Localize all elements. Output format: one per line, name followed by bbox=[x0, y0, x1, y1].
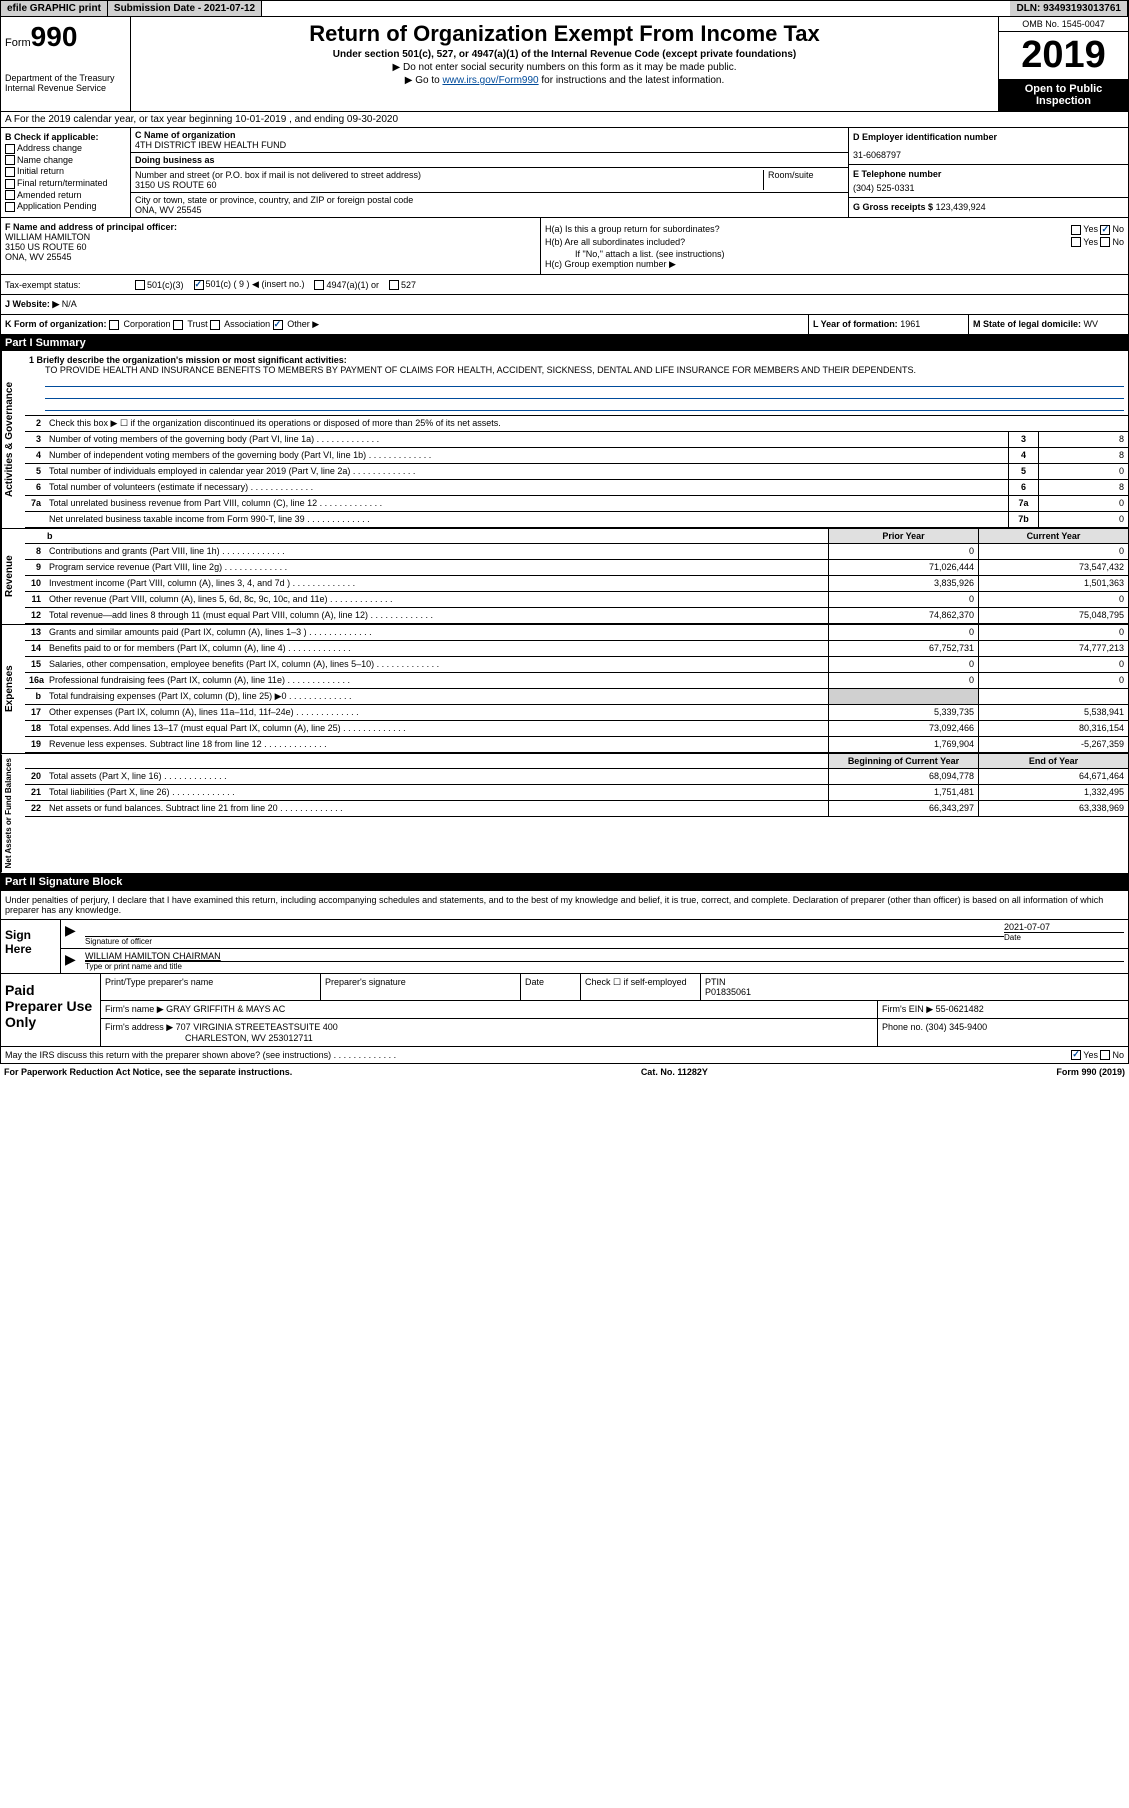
part1-title: Part I Summary bbox=[1, 335, 1128, 351]
ein-value: 31-6068797 bbox=[853, 150, 1124, 160]
part2-title: Part II Signature Block bbox=[1, 874, 1128, 890]
dln: DLN: 93493193013761 bbox=[1010, 1, 1128, 16]
side-expenses: Expenses bbox=[1, 625, 25, 753]
gov-row: 4Number of independent voting members of… bbox=[25, 448, 1128, 464]
fin-row: 12Total revenue—add lines 8 through 11 (… bbox=[25, 608, 1128, 624]
fin-row: 17Other expenses (Part IX, column (A), l… bbox=[25, 705, 1128, 721]
addr-label: Number and street (or P.O. box if mail i… bbox=[135, 170, 759, 180]
gross-label: G Gross receipts $ bbox=[853, 202, 933, 212]
cb-final-return[interactable]: Final return/terminated bbox=[5, 178, 126, 189]
form-title: Return of Organization Exempt From Incom… bbox=[135, 21, 994, 47]
k-row: K Form of organization: Corporation Trus… bbox=[0, 315, 1129, 335]
officer-addr2: ONA, WV 25545 bbox=[5, 252, 536, 262]
efile-button[interactable]: efile GRAPHIC print bbox=[1, 1, 108, 16]
instr-ssn: ▶ Do not enter social security numbers o… bbox=[135, 62, 994, 73]
top-bar: efile GRAPHIC print Submission Date - 20… bbox=[0, 0, 1129, 17]
fin-row: 10Investment income (Part VIII, column (… bbox=[25, 576, 1128, 592]
fin-row: 16aProfessional fundraising fees (Part I… bbox=[25, 673, 1128, 689]
officer-name: WILLIAM HAMILTON bbox=[5, 232, 536, 242]
col-b-checkboxes: B Check if applicable: Address change Na… bbox=[1, 128, 131, 217]
website-row: J Website: ▶ N/A bbox=[0, 295, 1129, 315]
cb-amended[interactable]: Amended return bbox=[5, 190, 126, 201]
side-governance: Activities & Governance bbox=[1, 351, 25, 528]
discuss-row: May the IRS discuss this return with the… bbox=[0, 1047, 1129, 1065]
addr-value: 3150 US ROUTE 60 bbox=[135, 180, 759, 190]
fin-row: 15Salaries, other compensation, employee… bbox=[25, 657, 1128, 673]
gov-row: 7aTotal unrelated business revenue from … bbox=[25, 496, 1128, 512]
form-number: Form990 bbox=[5, 21, 126, 53]
org-name-label: C Name of organization bbox=[135, 130, 844, 140]
row-a-tax-year: A For the 2019 calendar year, or tax yea… bbox=[0, 112, 1129, 128]
omb-number: OMB No. 1545-0047 bbox=[999, 17, 1128, 32]
fin-row: 22Net assets or fund balances. Subtract … bbox=[25, 801, 1128, 817]
h-a: H(a) Is this a group return for subordin… bbox=[545, 224, 720, 235]
submission-date: Submission Date - 2021-07-12 bbox=[108, 1, 262, 16]
sig-declaration: Under penalties of perjury, I declare th… bbox=[1, 891, 1128, 919]
form-header: Form990 Department of the Treasury Inter… bbox=[0, 17, 1129, 112]
dba-label: Doing business as bbox=[135, 155, 844, 165]
cb-initial-return[interactable]: Initial return bbox=[5, 166, 126, 177]
fin-row: 14Benefits paid to or for members (Part … bbox=[25, 641, 1128, 657]
gov-row: Net unrelated business taxable income fr… bbox=[25, 512, 1128, 528]
city-value: ONA, WV 25545 bbox=[135, 205, 844, 215]
fin-row: 13Grants and similar amounts paid (Part … bbox=[25, 625, 1128, 641]
mission: TO PROVIDE HEALTH AND INSURANCE BENEFITS… bbox=[45, 365, 1124, 375]
fin-row: 8Contributions and grants (Part VIII, li… bbox=[25, 544, 1128, 560]
irs-link[interactable]: www.irs.gov/Form990 bbox=[442, 75, 538, 86]
gov-row: 3Number of voting members of the governi… bbox=[25, 432, 1128, 448]
tax-status-row: Tax-exempt status: 501(c)(3) 501(c) ( 9 … bbox=[0, 275, 1129, 295]
org-name: 4TH DISTRICT IBEW HEALTH FUND bbox=[135, 140, 844, 150]
gross-value: 123,439,924 bbox=[936, 202, 986, 212]
fin-row: 18Total expenses. Add lines 13–17 (must … bbox=[25, 721, 1128, 737]
phone-value: (304) 525-0331 bbox=[853, 183, 1124, 193]
ein-label: D Employer identification number bbox=[853, 132, 1124, 142]
part1: Part I Summary Activities & Governance 1… bbox=[0, 335, 1129, 873]
h-b-note: If "No," attach a list. (see instruction… bbox=[545, 249, 1124, 259]
city-label: City or town, state or province, country… bbox=[135, 195, 844, 205]
form-subtitle: Under section 501(c), 527, or 4947(a)(1)… bbox=[135, 49, 994, 60]
tax-label: Tax-exempt status: bbox=[5, 280, 135, 290]
cb-address-change[interactable]: Address change bbox=[5, 143, 126, 154]
side-balances: Net Assets or Fund Balances bbox=[1, 754, 25, 872]
instr-link: ▶ Go to www.irs.gov/Form990 for instruct… bbox=[135, 75, 994, 86]
bottom-footer: For Paperwork Reduction Act Notice, see … bbox=[0, 1064, 1129, 1080]
side-revenue: Revenue bbox=[1, 529, 25, 624]
fin-row: 9Program service revenue (Part VIII, lin… bbox=[25, 560, 1128, 576]
signature-block: Under penalties of perjury, I declare th… bbox=[0, 891, 1129, 974]
gov-row: 6Total number of volunteers (estimate if… bbox=[25, 480, 1128, 496]
fin-row: bTotal fundraising expenses (Part IX, co… bbox=[25, 689, 1128, 705]
part2: Part II Signature Block bbox=[0, 874, 1129, 891]
fin-row: 11Other revenue (Part VIII, column (A), … bbox=[25, 592, 1128, 608]
sign-here: Sign Here bbox=[1, 920, 61, 973]
cb-name-change[interactable]: Name change bbox=[5, 155, 126, 166]
room-label: Room/suite bbox=[764, 170, 844, 190]
gov-row: 5Total number of individuals employed in… bbox=[25, 464, 1128, 480]
fgh-row: F Name and address of principal officer:… bbox=[0, 218, 1129, 275]
dept-treasury: Department of the Treasury Internal Reve… bbox=[5, 73, 126, 93]
h-b: H(b) Are all subordinates included? bbox=[545, 237, 685, 248]
officer-addr1: 3150 US ROUTE 60 bbox=[5, 242, 536, 252]
officer-label: F Name and address of principal officer: bbox=[5, 222, 536, 232]
phone-label: E Telephone number bbox=[853, 169, 1124, 179]
section-bcd: B Check if applicable: Address change Na… bbox=[0, 128, 1129, 218]
fin-row: 19Revenue less expenses. Subtract line 1… bbox=[25, 737, 1128, 753]
fin-row: 21Total liabilities (Part X, line 26)1,7… bbox=[25, 785, 1128, 801]
cb-app-pending[interactable]: Application Pending bbox=[5, 201, 126, 212]
open-public: Open to Public Inspection bbox=[999, 79, 1128, 111]
tax-year: 2019 bbox=[999, 32, 1128, 79]
paid-preparer: Paid Preparer Use Only Print/Type prepar… bbox=[0, 974, 1129, 1047]
fin-row: 20Total assets (Part X, line 16)68,094,7… bbox=[25, 769, 1128, 785]
h-c: H(c) Group exemption number ▶ bbox=[545, 259, 1124, 270]
